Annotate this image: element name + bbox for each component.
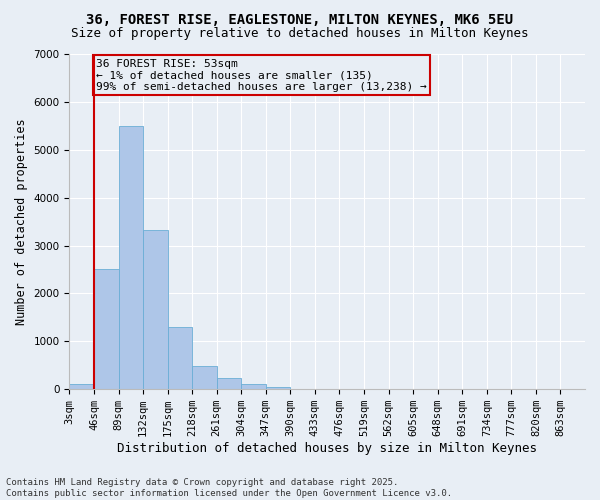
Bar — [94, 268, 119, 389]
X-axis label: Distribution of detached houses by size in Milton Keynes: Distribution of detached houses by size … — [117, 442, 537, 455]
Bar — [241, 384, 266, 389]
Text: 36, FOREST RISE, EAGLESTONE, MILTON KEYNES, MK6 5EU: 36, FOREST RISE, EAGLESTONE, MILTON KEYN… — [86, 12, 514, 26]
Bar — [167, 327, 192, 389]
Text: Contains HM Land Registry data © Crown copyright and database right 2025.
Contai: Contains HM Land Registry data © Crown c… — [6, 478, 452, 498]
Bar — [192, 366, 217, 389]
Bar — [143, 230, 167, 389]
Text: Size of property relative to detached houses in Milton Keynes: Size of property relative to detached ho… — [71, 28, 529, 40]
Bar — [217, 378, 241, 389]
Bar — [70, 384, 94, 389]
Bar — [266, 386, 290, 389]
Bar — [119, 126, 143, 389]
Y-axis label: Number of detached properties: Number of detached properties — [15, 118, 28, 325]
Text: 36 FOREST RISE: 53sqm
← 1% of detached houses are smaller (135)
99% of semi-deta: 36 FOREST RISE: 53sqm ← 1% of detached h… — [97, 59, 427, 92]
